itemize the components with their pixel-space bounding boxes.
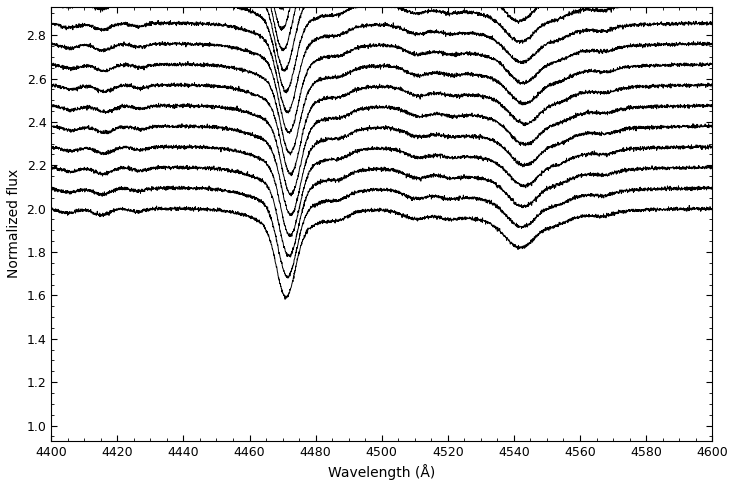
Y-axis label: Normalized flux: Normalized flux xyxy=(7,169,21,279)
X-axis label: Wavelength (Å): Wavelength (Å) xyxy=(328,464,435,480)
